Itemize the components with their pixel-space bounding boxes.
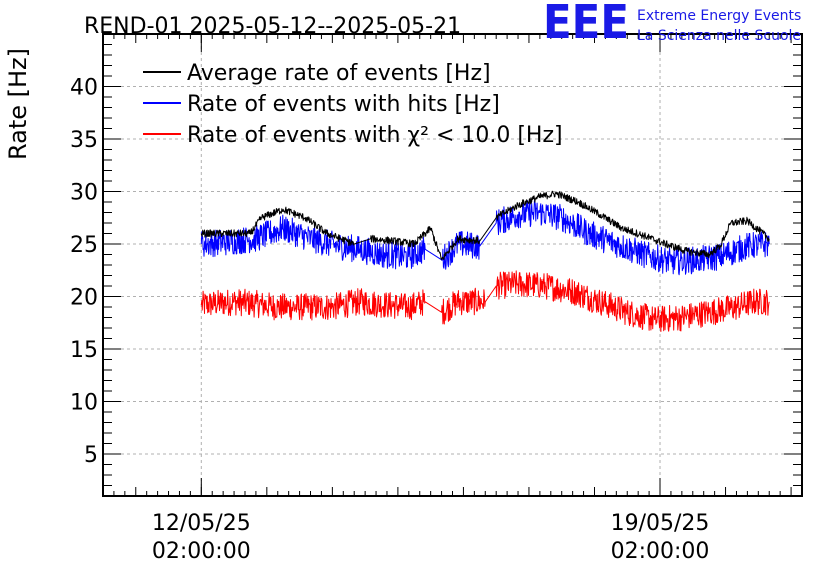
x-tick-label-time: 02:00:00 — [611, 539, 710, 564]
legend-entry-average: Average rate of events [Hz] — [143, 61, 491, 86]
legend-entry-hits: Rate of events with hits [Hz] — [143, 92, 500, 117]
y-tick-label: 10 — [70, 391, 98, 416]
legend-label-average: Average rate of events [Hz] — [187, 61, 491, 86]
eee-logo-line2: La Scienza nelle Scuole — [637, 28, 801, 44]
axis-ticks: 5 10 15 20 25 30 35 40 12/05/25 02:00:00 19/05/25 0… — [70, 34, 802, 564]
y-tick-label: 40 — [70, 76, 98, 101]
y-tick-label: 25 — [70, 233, 98, 258]
x-tick-label-date: 19/05/25 — [611, 511, 710, 536]
legend-entry-chi2: Rate of events with χ² < 10.0 [Hz] — [143, 123, 563, 148]
eee-logo-mark: EEE — [543, 0, 629, 49]
x-tick-label-time: 02:00:00 — [152, 539, 251, 564]
eee-logo: EEE Extreme Energy Events La Scienza nel… — [543, 0, 801, 49]
series-line-average — [200, 190, 770, 261]
eee-logo-line1: Extreme Energy Events — [637, 8, 801, 24]
chart-title: REND-01 2025-05-12--2025-05-21 — [84, 14, 461, 39]
legend: Average rate of events [Hz] Rate of even… — [143, 61, 563, 148]
y-axis-label: Rate [Hz] — [4, 48, 32, 160]
y-tick-label: 20 — [70, 286, 98, 311]
y-tick-label: 30 — [70, 181, 98, 206]
y-tick-label: 15 — [70, 338, 98, 363]
x-tick-label-date: 12/05/25 — [152, 511, 251, 536]
y-tick-label: 35 — [70, 128, 98, 153]
series-line-chi2 — [200, 270, 770, 332]
legend-label-hits: Rate of events with hits [Hz] — [187, 92, 500, 117]
series-layer — [200, 190, 770, 332]
legend-label-chi2: Rate of events with χ² < 10.0 [Hz] — [187, 123, 563, 148]
y-tick-label: 5 — [84, 443, 98, 468]
